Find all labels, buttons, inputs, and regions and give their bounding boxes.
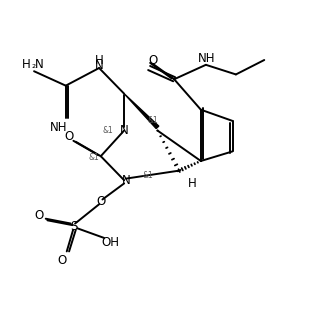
Text: &1: &1: [147, 117, 158, 126]
Text: O: O: [64, 130, 74, 144]
Text: H: H: [188, 177, 197, 190]
Text: NH: NH: [198, 52, 216, 65]
Text: H: H: [22, 58, 31, 71]
Text: &1: &1: [102, 126, 113, 135]
Text: &1: &1: [142, 171, 153, 180]
Text: N: N: [35, 58, 44, 71]
Text: N: N: [121, 174, 130, 187]
Text: ₂: ₂: [31, 60, 36, 70]
Text: OH: OH: [102, 236, 120, 249]
Text: N: N: [120, 124, 129, 137]
Polygon shape: [124, 94, 159, 128]
Text: O: O: [35, 209, 44, 222]
Text: NH: NH: [50, 121, 68, 134]
Text: H: H: [95, 53, 104, 67]
Text: O: O: [148, 53, 157, 67]
Text: S: S: [70, 220, 78, 233]
Text: N: N: [95, 59, 104, 72]
Text: &1: &1: [89, 153, 99, 162]
Text: O: O: [96, 194, 106, 208]
Text: O: O: [58, 254, 67, 267]
